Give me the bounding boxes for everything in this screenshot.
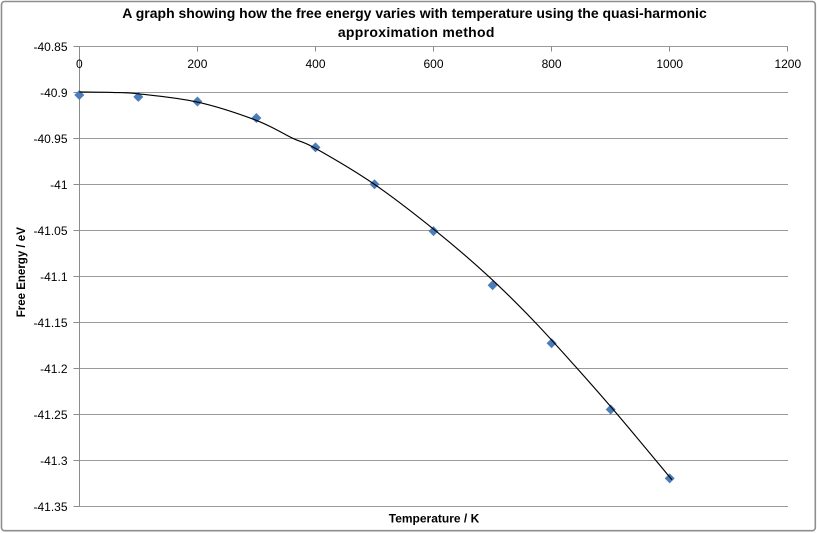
svg-text:Free Energy / eV: Free Energy / eV [16, 227, 28, 317]
svg-text:approximation method: approximation method [338, 24, 495, 40]
svg-text:A graph showing how the free e: A graph showing how the free energy vari… [122, 5, 707, 21]
svg-text:600: 600 [423, 57, 443, 71]
svg-text:0: 0 [76, 57, 83, 71]
svg-text:-41.2: -41.2 [40, 362, 68, 376]
svg-text:-41: -41 [50, 178, 68, 192]
svg-text:800: 800 [542, 57, 562, 71]
svg-text:1200: 1200 [774, 57, 801, 71]
svg-text:-41.05: -41.05 [33, 224, 67, 238]
svg-text:-40.85: -40.85 [33, 40, 67, 54]
svg-text:400: 400 [305, 57, 325, 71]
svg-text:-41.1: -41.1 [40, 270, 68, 284]
svg-text:200: 200 [187, 57, 207, 71]
svg-text:1000: 1000 [656, 57, 683, 71]
svg-text:-40.9: -40.9 [40, 86, 68, 100]
svg-text:-40.95: -40.95 [33, 132, 67, 146]
svg-text:Temperature / K: Temperature / K [389, 511, 480, 525]
svg-text:-41.15: -41.15 [33, 316, 67, 330]
svg-text:-41.3: -41.3 [40, 454, 68, 468]
svg-text:-41.35: -41.35 [33, 500, 67, 514]
svg-text:-41.25: -41.25 [33, 408, 67, 422]
